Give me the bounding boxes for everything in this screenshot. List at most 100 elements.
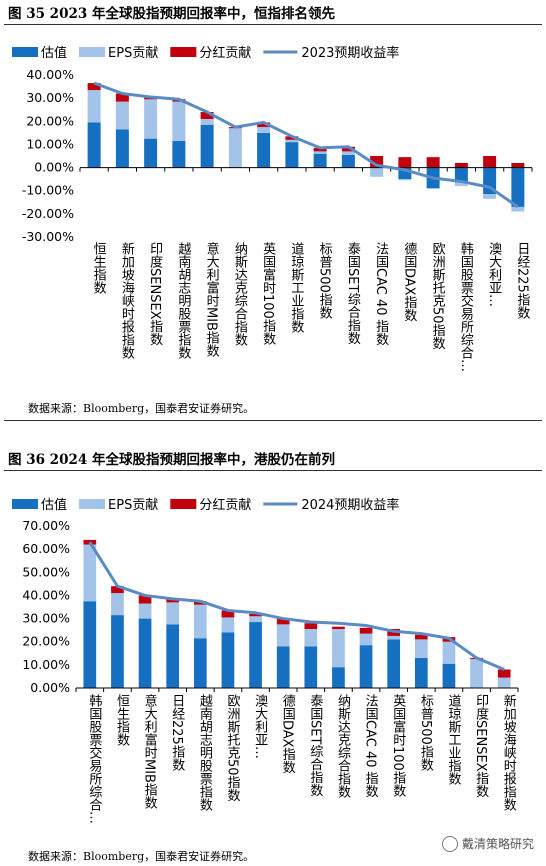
figure1-bottom-rule — [4, 420, 542, 421]
figure2-bar-segment — [359, 645, 373, 688]
figure2-bar-segment — [414, 634, 428, 640]
figure2-title-rule — [4, 470, 542, 471]
figure2-legend-label-1: EPS贡献 — [108, 498, 158, 513]
figure1-bar-segment — [172, 140, 186, 168]
figure1-bar-segment — [313, 147, 327, 152]
figure1-bar-segment — [144, 138, 158, 168]
figure2-bar-segment — [332, 626, 345, 629]
figure2-ytick-label: 40.00% — [22, 587, 70, 602]
figure1-ytick-label: -20.00% — [22, 206, 74, 221]
figure2-ytick-label: 30.00% — [22, 611, 70, 626]
figure1-category-label: 澳大利亚… — [486, 241, 502, 307]
figure1-bar-segment — [341, 151, 355, 155]
figure2-bar-segment — [83, 544, 97, 602]
figure1-bar-segment — [398, 157, 412, 168]
figure2-bar-segment — [111, 615, 124, 688]
figure1-bar-segment — [115, 129, 129, 168]
figure2-bar-segment — [166, 598, 180, 603]
figure1-category-label: 越南胡志明股票指数 — [175, 242, 191, 359]
figure2-legend-label-3: 2024预期收益率 — [301, 497, 399, 513]
figure2-bar-segment — [497, 677, 511, 688]
figure2-bar-segment — [276, 618, 290, 625]
figure2-legend-swatch-1 — [79, 499, 106, 509]
figure2-bar-segment — [332, 628, 345, 668]
figure2-category-label: 德国DAX指数 — [280, 694, 296, 774]
figure2-category-label: 道琼斯工业指数 — [445, 694, 461, 785]
figure2-bar-segment — [166, 602, 180, 625]
figure2-bar-segment — [249, 622, 262, 688]
figure1-bar-segment — [200, 124, 214, 168]
figure2-category-label: 纳斯达克综合指数 — [335, 694, 351, 798]
figure2-bar-segment — [276, 624, 290, 647]
figure2-category-label: 标普500指数 — [418, 694, 434, 771]
figure1-ytick-label: -10.00% — [22, 183, 74, 198]
figure2-category-label: 澳大利亚… — [252, 693, 268, 759]
figure1-category-label: 新加坡海峡时报指数 — [119, 241, 135, 359]
figure1-legend-label-0: 估值 — [41, 45, 67, 61]
figure2-bar-segment — [414, 639, 428, 658]
figure1-bar-segment — [144, 99, 158, 139]
figure2-bar-segment — [332, 667, 345, 688]
figure1-legend-label-1: EPS贡献 — [108, 46, 158, 61]
figure1-bar-segment — [370, 156, 384, 168]
figure1-legend-swatch-2 — [170, 47, 197, 57]
figure1-category-label: 意大利富时MIB指数 — [204, 241, 220, 357]
figure1-bar-segment — [426, 157, 440, 168]
figure1-bar-segment — [483, 156, 497, 168]
figure2-bar-segment — [221, 610, 235, 618]
figure2-bar-segment — [138, 603, 152, 619]
figure2-legend-label-2: 分红贡献 — [199, 497, 251, 513]
figure1-category-label: 德国DAX指数 — [401, 242, 417, 322]
figure2-bar-segment — [83, 601, 97, 688]
figure2-legend-swatch-0 — [12, 499, 38, 509]
figure1-bar-segment — [87, 90, 101, 123]
figure1-bar-segment — [285, 136, 299, 140]
figure2-bar-segment — [138, 618, 152, 688]
figure1-bar-segment — [285, 139, 299, 143]
figure1-ytick-label: 0.00% — [34, 160, 74, 175]
figure2-category-label: 韩国股票交易所综合… — [86, 694, 102, 824]
figure1-bar-segment — [200, 112, 214, 119]
figure1-bar-segment — [511, 167, 525, 207]
figure2-ytick-label: 20.00% — [22, 634, 70, 649]
figure2-bar-segment — [442, 663, 456, 688]
figure2-bar-segment — [193, 638, 207, 688]
figure2-category-label: 越南胡志明股票指数 — [197, 694, 213, 811]
figure2-bar-segment — [111, 586, 124, 594]
figure1-bar-segment — [115, 93, 129, 102]
figure1-category-label: 道琼斯工业指数 — [288, 242, 304, 333]
figure2-bar-segment — [249, 616, 262, 623]
figure1-bar-segment — [115, 101, 129, 130]
figure1-bar-segment — [257, 122, 271, 128]
figure2-bar-segment — [221, 632, 235, 688]
figure1-bar-segment — [511, 162, 525, 168]
figure1-bar-segment — [370, 167, 384, 177]
figure1-bar-segment — [398, 167, 412, 180]
figure1-bar-segment — [313, 153, 327, 168]
figure2-bar-segment — [414, 657, 428, 688]
figure2-bar-segment — [304, 623, 318, 629]
figure2-bar-segment — [359, 633, 373, 646]
figure1-category-label: 欧洲斯托克50指数 — [430, 242, 446, 350]
figure1-bar-segment — [511, 206, 525, 212]
figure1-category-label: 韩国股票交易所综合… — [458, 242, 474, 372]
figure2-category-label: 法国CAC 40 指数 — [363, 694, 379, 798]
figure2-chart: 估值 EPS贡献 分红贡献 2024预期收益率 0.00% 10.00% 20.00% 30.… — [12, 497, 519, 824]
figure1-bar-segment — [200, 118, 214, 125]
figure2-bar-segment — [249, 613, 262, 617]
figure2-source: 数据来源：Bloomberg，国泰君安证券研究。 — [28, 850, 255, 863]
figure2-category-label: 意大利富时MIB指数 — [142, 693, 158, 809]
watermark-text: 戴清策略研究 — [461, 837, 534, 851]
figure2-category-label: 恒生指数 — [114, 694, 130, 746]
figure1-ytick-label: 20.00% — [26, 113, 74, 128]
figure2-bar-segment — [497, 669, 511, 678]
figure2-legend-swatch-2 — [170, 499, 197, 509]
figure2-bar-segment — [304, 628, 318, 647]
figure2-bar-segment — [166, 624, 180, 688]
figure1-category-label: 印度SENSEX指数 — [147, 242, 163, 346]
figure2-ytick-label: 60.00% — [22, 541, 70, 556]
figure1-bar-segment — [398, 179, 412, 181]
figure2-bar-segment — [359, 627, 373, 634]
figure1-bar-segment — [172, 101, 186, 141]
figure2-bar-segment — [276, 646, 290, 688]
